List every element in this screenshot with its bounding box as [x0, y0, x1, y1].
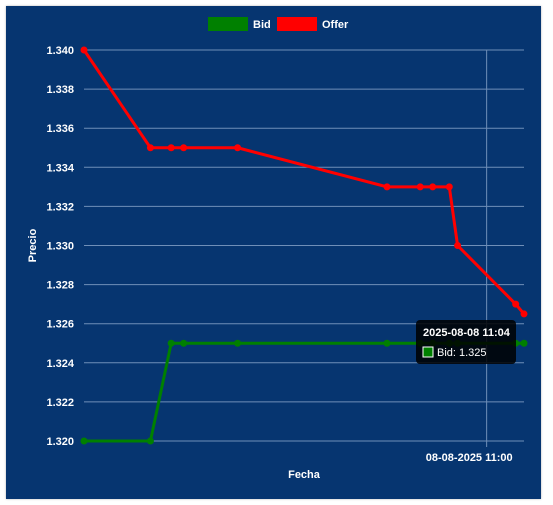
- data-point-bid[interactable]: [180, 339, 188, 347]
- y-tick-label: 1.322: [46, 397, 74, 409]
- x-axis-title: Fecha: [288, 469, 321, 481]
- y-tick-label: 1.336: [46, 123, 74, 135]
- y-tick-label: 1.340: [46, 45, 74, 57]
- y-tick-label: 1.330: [46, 241, 74, 253]
- tooltip-value: Bid: 1.325: [437, 347, 487, 359]
- data-point-bid[interactable]: [146, 437, 154, 445]
- data-point-offer[interactable]: [416, 183, 424, 191]
- legend-swatch-offer[interactable]: [277, 17, 317, 31]
- data-point-offer[interactable]: [454, 242, 462, 249]
- y-tick-label: 1.332: [46, 201, 74, 213]
- tooltip-title: 2025-08-08 11:04: [423, 327, 511, 339]
- data-point-offer[interactable]: [429, 183, 437, 191]
- legend-swatch-bid[interactable]: [208, 17, 248, 31]
- y-tick-label: 1.324: [46, 358, 74, 370]
- legend-label-bid[interactable]: Bid: [253, 19, 271, 31]
- y-tick-label: 1.334: [46, 162, 74, 174]
- data-point-bid[interactable]: [520, 339, 528, 347]
- data-point-bid[interactable]: [80, 437, 88, 445]
- y-axis-title: Precio: [27, 228, 39, 262]
- x-tick-label: 08-08-2025 11:00: [426, 452, 513, 464]
- data-point-offer[interactable]: [234, 144, 242, 152]
- data-point-offer[interactable]: [167, 144, 175, 152]
- data-point-offer[interactable]: [520, 310, 528, 318]
- data-point-bid[interactable]: [167, 339, 175, 347]
- data-point-bid[interactable]: [383, 339, 391, 347]
- data-point-offer[interactable]: [512, 300, 520, 308]
- data-point-offer[interactable]: [180, 144, 188, 152]
- data-point-offer[interactable]: [383, 183, 391, 191]
- tooltip-swatch: [422, 346, 434, 358]
- data-point-offer[interactable]: [146, 144, 154, 152]
- legend-label-offer[interactable]: Offer: [322, 19, 349, 31]
- data-point-bid[interactable]: [234, 339, 242, 347]
- tooltip: [416, 320, 516, 364]
- chart-panel: 1.320 1.322 1.324 1.326 1.328 1.330 1.332 1.334…: [6, 6, 541, 499]
- y-tick-label: 1.338: [46, 84, 74, 96]
- data-point-offer[interactable]: [445, 183, 453, 191]
- data-point-offer[interactable]: [80, 46, 88, 54]
- y-tick-label: 1.326: [46, 319, 74, 331]
- y-tick-label: 1.320: [46, 436, 74, 448]
- line-chart: 1.320 1.322 1.324 1.326 1.328 1.330 1.332 1.334…: [27, 17, 528, 481]
- y-tick-label: 1.328: [46, 280, 74, 292]
